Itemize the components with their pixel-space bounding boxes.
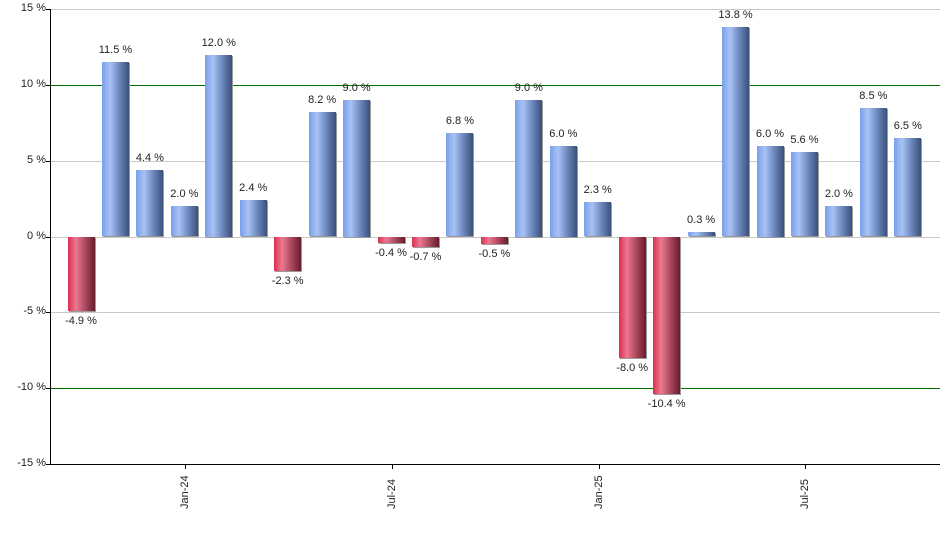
bar-value-label: 0.3 % — [687, 213, 716, 226]
bar — [205, 54, 233, 237]
y-tick-label: 0 % — [27, 229, 46, 242]
bar-value-label: 6.5 % — [893, 119, 922, 132]
bar-value-label: -10.4 % — [647, 398, 686, 411]
bar — [343, 100, 371, 237]
bar — [101, 62, 129, 237]
bar-value-label: 2.4 % — [239, 182, 268, 195]
bar — [756, 145, 784, 237]
bar-value-label: -0.4 % — [375, 246, 407, 259]
bar — [790, 151, 818, 237]
bar — [653, 236, 681, 395]
y-tick-label: 15 % — [20, 1, 46, 14]
y-tick-label: -10 % — [17, 380, 46, 393]
bar — [136, 169, 164, 237]
bar — [549, 145, 577, 237]
y-tick-label: -15 % — [17, 456, 46, 469]
bar-value-label: 6.0 % — [549, 127, 578, 140]
bar-value-label: 6.0 % — [755, 127, 785, 140]
bar — [377, 236, 405, 243]
bar-value-label: 9.0 % — [342, 82, 371, 94]
bar — [584, 201, 612, 237]
bar — [825, 206, 853, 237]
bar-value-label: 6.8 % — [445, 115, 474, 128]
bar-value-label: -0.7 % — [409, 251, 442, 264]
bar-value-label: -2.3 % — [271, 275, 304, 288]
bar — [239, 200, 267, 237]
bar-value-label: -0.5 % — [478, 248, 511, 261]
bar — [412, 236, 439, 248]
bar — [618, 236, 646, 358]
y-tick-label: 5 % — [27, 153, 46, 166]
bar-value-label: 4.4 % — [135, 151, 164, 164]
y-tick-label: -5 % — [23, 304, 46, 317]
bar-value-label: 13.8 % — [718, 9, 753, 22]
x-tick-label: Jan-25 — [592, 475, 605, 509]
bar-value-label: 9.0 % — [514, 82, 543, 94]
bar-value-label: 2.0 % — [170, 188, 199, 201]
bar — [170, 206, 198, 237]
bar-value-label: -8.0 % — [616, 361, 649, 374]
bar-value-label: 8.2 % — [308, 94, 337, 107]
y-tick-label: 10 % — [20, 77, 46, 90]
bar-value-label: -4.9 % — [65, 314, 97, 327]
bar — [722, 27, 750, 237]
bar-value-label: 2.0 % — [824, 188, 853, 201]
bar — [894, 137, 922, 237]
x-tick-label: Jan-24 — [178, 475, 191, 509]
bar — [515, 100, 543, 237]
bar-value-label: 11.5 % — [98, 44, 133, 57]
bar — [308, 112, 336, 237]
bar — [859, 107, 887, 237]
bar — [687, 231, 715, 237]
bar — [480, 236, 508, 245]
bar-value-label: 2.3 % — [583, 183, 612, 196]
bar-value-label: 5.6 % — [790, 133, 819, 146]
bar-value-label: 8.5 % — [859, 89, 888, 102]
bar-value-label: 12.0 % — [201, 36, 236, 49]
x-tick-label: Jul-24 — [385, 479, 398, 509]
bar — [446, 133, 474, 237]
bar — [67, 236, 95, 311]
x-tick-label: Jul-25 — [798, 479, 811, 509]
bar — [274, 236, 302, 272]
